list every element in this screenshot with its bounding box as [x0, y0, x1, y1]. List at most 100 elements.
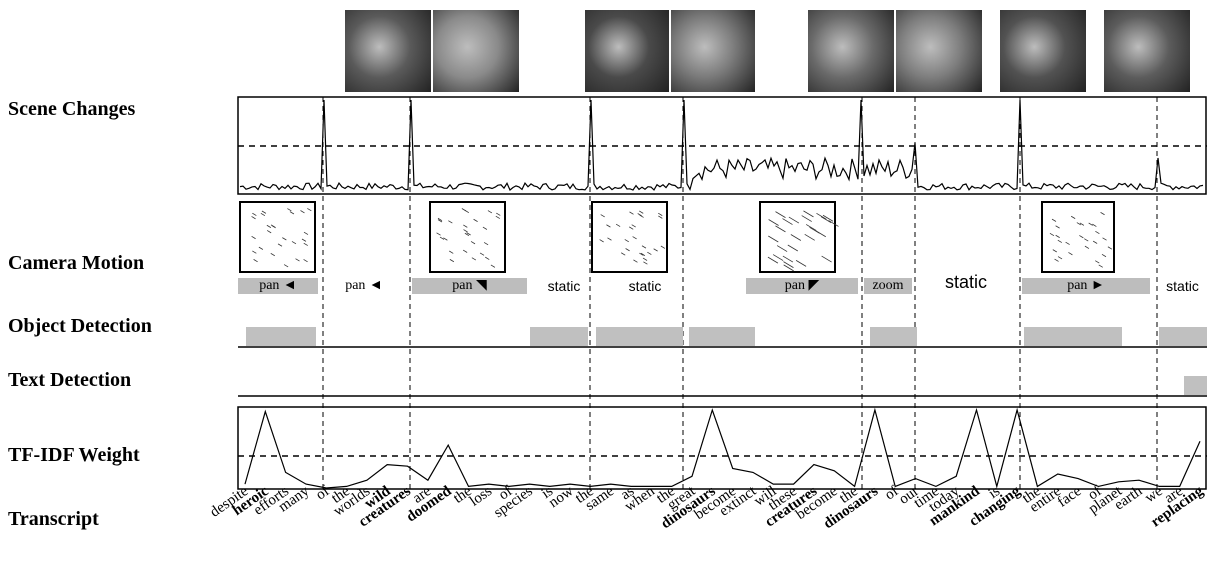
motion-vector — [599, 239, 604, 243]
motion-vector — [782, 255, 794, 263]
transcript-word: now — [546, 483, 576, 511]
motion-vector — [647, 251, 652, 255]
motion-vector — [1088, 222, 1093, 226]
motion-vector — [783, 264, 794, 272]
motion-vector — [1057, 256, 1063, 260]
motion-vector — [1092, 240, 1098, 244]
motion-vector — [449, 259, 455, 263]
motion-vector — [1057, 239, 1063, 243]
motion-vector — [291, 241, 297, 245]
motion-vector — [437, 219, 443, 223]
motion-vector — [437, 217, 443, 221]
motion-vector — [303, 242, 308, 246]
object-detection-segment-7 — [1159, 327, 1207, 346]
motion-vector — [261, 210, 267, 214]
motion-vector — [1084, 245, 1090, 249]
motion-label-6: pan ◤ — [784, 278, 820, 293]
motion-vector — [1054, 258, 1059, 262]
motion-vector — [439, 236, 445, 240]
motion-vector — [251, 235, 256, 240]
motion-vector — [640, 252, 646, 257]
motion-vector — [637, 213, 642, 217]
motion-label-9: pan ► — [1067, 278, 1105, 293]
motion-vector — [639, 252, 644, 256]
motion-vector — [483, 242, 489, 246]
motion-vector — [295, 258, 300, 262]
motion-vector — [658, 212, 663, 216]
motion-vector — [1101, 253, 1107, 258]
motion-vector — [1098, 264, 1103, 268]
motion-vector — [266, 230, 272, 234]
object-detection-segment-2 — [530, 327, 588, 346]
motion-vector — [804, 233, 815, 241]
tfidf-weight-label: TF-IDF Weight — [8, 444, 140, 466]
tfidf-frame — [237, 406, 1207, 490]
motion-vector — [1052, 249, 1058, 253]
thumb-lizard — [433, 10, 519, 92]
motion-vector — [643, 261, 648, 265]
motion-vector — [287, 208, 292, 212]
motion-vector — [620, 252, 626, 256]
motion-vector — [282, 237, 287, 241]
motion-vector — [462, 249, 468, 253]
motion-vector — [1055, 225, 1060, 229]
motion-vector — [449, 250, 454, 254]
motion-vector — [821, 255, 832, 263]
motion-vector — [775, 211, 786, 218]
thumb-snake — [345, 10, 431, 92]
motion-vector — [1070, 215, 1076, 219]
motion-vector-field-3 — [591, 201, 668, 273]
motion-vector — [783, 261, 794, 268]
motion-vector — [487, 210, 493, 214]
motion-vector — [816, 212, 827, 220]
object-detection-segment-1 — [246, 327, 316, 346]
tfidf-curve — [244, 407, 1201, 489]
motion-vector — [260, 212, 266, 217]
motion-label-10: static — [1166, 278, 1199, 294]
thumb-crowd — [896, 10, 982, 92]
motion-vector — [252, 250, 257, 254]
motion-vector — [473, 218, 478, 222]
motion-segment-9 — [1022, 278, 1150, 294]
motion-vector — [270, 224, 276, 228]
object-detection-segment-6 — [1024, 327, 1122, 346]
motion-vector-field-5 — [1041, 201, 1115, 273]
object-detection-segment-4 — [689, 327, 755, 346]
motion-vector — [600, 214, 605, 218]
object-detection-segment-5 — [870, 327, 917, 346]
motion-vector — [270, 253, 275, 257]
motion-vector — [1102, 237, 1107, 241]
motion-vector — [782, 218, 793, 225]
motion-vector — [1065, 241, 1070, 245]
text-detection-segment-1 — [1184, 376, 1207, 395]
motion-vector — [788, 216, 800, 224]
motion-vector — [775, 225, 786, 233]
motion-vector — [289, 211, 295, 215]
motion-vector — [629, 226, 634, 230]
motion-vector — [303, 231, 309, 235]
motion-vector — [795, 260, 807, 267]
motion-vector — [1092, 223, 1097, 227]
motion-vector — [606, 224, 611, 228]
motion-vector — [461, 208, 467, 212]
camera-motion-label: Camera Motion — [8, 252, 145, 274]
motion-vector — [253, 259, 258, 263]
motion-vector — [1095, 230, 1100, 235]
motion-vector — [251, 216, 256, 220]
motion-vector — [820, 216, 832, 224]
motion-vector — [805, 224, 817, 231]
motion-vector — [463, 229, 468, 233]
motion-vector — [822, 214, 834, 222]
motion-vector — [809, 226, 820, 234]
motion-vector — [790, 234, 802, 241]
motion-vector — [624, 239, 629, 243]
transcript-label: Transcript — [8, 508, 99, 530]
motion-vector — [252, 212, 257, 216]
motion-vector — [266, 224, 272, 228]
motion-vector — [641, 245, 647, 249]
motion-vector — [1055, 234, 1060, 238]
motion-vector — [658, 215, 663, 219]
motion-segment-1 — [238, 278, 318, 294]
motion-vector — [283, 264, 289, 268]
